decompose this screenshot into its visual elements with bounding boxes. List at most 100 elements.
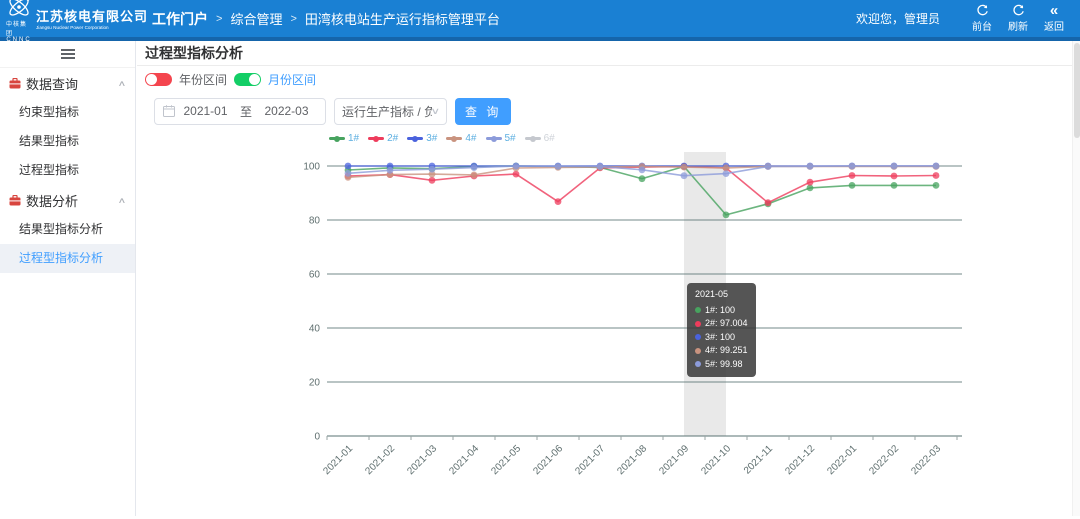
- date-range-picker[interactable]: 2021-01 至 2022-03: [154, 98, 326, 125]
- tooltip-row: 4#: 99.251: [695, 344, 748, 358]
- sidebar-item-process-indicators[interactable]: 过程型指标: [0, 156, 135, 185]
- data-point: [891, 173, 898, 180]
- legend-marker-icon: [486, 137, 502, 140]
- y-axis-tick-label: 60: [309, 270, 321, 281]
- sidebar-group-data-analysis[interactable]: 数据分析 ∧: [0, 185, 135, 215]
- y-axis-tick-label: 100: [303, 162, 320, 173]
- data-point: [723, 212, 730, 219]
- calendar-icon: [163, 105, 175, 117]
- data-point: [765, 199, 772, 206]
- data-point: [345, 163, 352, 170]
- toggle-knob: [249, 74, 260, 85]
- month-range-toggle[interactable]: [234, 73, 261, 86]
- refresh-button[interactable]: 刷新: [1000, 4, 1036, 33]
- back-button[interactable]: « 返回: [1036, 4, 1072, 33]
- breadcrumb-item-platform: 田湾核电站生产运行指标管理平台: [305, 9, 500, 28]
- legend-label: 4#: [465, 133, 476, 144]
- chevron-down-icon: ∨: [431, 106, 441, 117]
- briefcase-icon: [9, 195, 21, 206]
- refresh-label: 刷新: [1008, 18, 1028, 33]
- legend-item-5[interactable]: 5#: [486, 133, 516, 144]
- x-axis-tick-label: 2021-07: [573, 443, 607, 477]
- year-range-toggle[interactable]: [145, 73, 172, 86]
- data-point: [849, 172, 856, 179]
- legend-item-6[interactable]: 6#: [525, 133, 555, 144]
- back-label: 返回: [1044, 18, 1064, 33]
- series-dot-icon: [695, 321, 701, 327]
- breadcrumb-item-portal[interactable]: 工作门户: [152, 9, 208, 29]
- year-range-label: 年份区间: [179, 71, 227, 88]
- query-button[interactable]: 查 询: [455, 98, 511, 125]
- data-point: [933, 163, 940, 170]
- series-dot-icon: [695, 307, 701, 313]
- data-point: [807, 163, 814, 170]
- toggle-knob: [146, 74, 157, 85]
- legend-marker-icon: [368, 137, 384, 140]
- data-point: [597, 163, 604, 170]
- breadcrumb: 工作门户 > 综合管理 > 田湾核电站生产运行指标管理平台: [152, 9, 500, 29]
- data-point: [429, 166, 436, 173]
- date-start-value: 2021-01: [175, 104, 236, 118]
- date-end-value: 2022-03: [256, 104, 317, 118]
- chevron-up-icon: ∧: [118, 196, 127, 205]
- sidebar-collapse-button[interactable]: [0, 41, 135, 68]
- legend-label: 3#: [426, 133, 437, 144]
- company-name-en: Jiangsu Nuclear Power Corporation: [36, 25, 139, 31]
- data-point: [639, 166, 646, 173]
- group-name-cn: 中核集团: [6, 19, 32, 37]
- sidebar: 数据查询 ∧ 约束型指标 结果型指标 过程型指标 数据分析 ∧ 结果型指标分析 …: [0, 41, 136, 516]
- chevron-up-icon: ∧: [118, 79, 127, 88]
- tooltip-row: 5#: 99.98: [695, 358, 748, 372]
- sidebar-group-data-query[interactable]: 数据查询 ∧: [0, 68, 135, 98]
- data-point: [681, 164, 688, 171]
- x-axis-tick-label: 2021-11: [742, 443, 776, 477]
- breadcrumb-separator-icon: >: [216, 13, 222, 25]
- front-desk-label: 前台: [972, 18, 992, 33]
- tooltip-date: 2021-05: [695, 288, 748, 302]
- data-point: [765, 163, 772, 170]
- indicator-select[interactable]: 运行生产指标 / 负荷... ∨: [334, 98, 447, 125]
- legend-item-1[interactable]: 1#: [329, 133, 359, 144]
- x-axis-tick-label: 2021-01: [321, 443, 355, 477]
- y-axis-tick-label: 40: [309, 324, 321, 335]
- legend-marker-icon: [329, 137, 345, 140]
- series-dot-icon: [695, 334, 701, 340]
- x-axis-tick-label: 2021-06: [531, 443, 565, 477]
- sidebar-item-constraint-indicators[interactable]: 约束型指标: [0, 98, 135, 127]
- sidebar-item-process-indicator-analysis[interactable]: 过程型指标分析: [0, 244, 135, 273]
- x-axis-tick-label: 2022-02: [867, 443, 901, 477]
- sidebar-item-result-indicator-analysis[interactable]: 结果型指标分析: [0, 215, 135, 244]
- legend-label: 5#: [505, 133, 516, 144]
- tooltip-row: 3#: 100: [695, 331, 748, 345]
- sidebar-item-result-indicators[interactable]: 结果型指标: [0, 127, 135, 156]
- x-axis-tick-label: 2022-03: [909, 443, 943, 477]
- legend-marker-icon: [446, 137, 462, 140]
- refresh-icon: [1012, 4, 1025, 17]
- data-point: [513, 171, 520, 178]
- series-line-1#: [348, 166, 936, 215]
- company-logo: 中核集团 CNNC 江苏核电有限公司 Jiangsu Nuclear Power…: [0, 0, 140, 43]
- page-title: 过程型指标分析: [137, 41, 1080, 66]
- x-axis-tick-label: 2021-05: [489, 443, 523, 477]
- range-toggle-row: 年份区间 月份区间: [137, 67, 1080, 92]
- hamburger-icon: [61, 53, 75, 55]
- main-content: 过程型指标分析 年份区间 月份区间 2021-01 至 2022-03 运行生产…: [137, 41, 1080, 516]
- data-point: [345, 170, 352, 177]
- data-point: [681, 172, 688, 179]
- scrollbar-thumb[interactable]: [1074, 43, 1080, 138]
- front-desk-button[interactable]: 前台: [964, 4, 1000, 33]
- data-point: [471, 172, 478, 179]
- series-dot-icon: [695, 348, 701, 354]
- scrollbar[interactable]: [1072, 41, 1080, 516]
- data-point: [933, 172, 940, 179]
- back-icon: «: [1050, 4, 1058, 17]
- y-axis-tick-label: 80: [309, 216, 321, 227]
- legend-item-3[interactable]: 3#: [407, 133, 437, 144]
- breadcrumb-item-management[interactable]: 综合管理: [230, 9, 282, 28]
- legend-item-4[interactable]: 4#: [446, 133, 476, 144]
- data-point: [807, 179, 814, 186]
- legend-item-2[interactable]: 2#: [368, 133, 398, 144]
- x-axis-tick-label: 2021-03: [405, 443, 439, 477]
